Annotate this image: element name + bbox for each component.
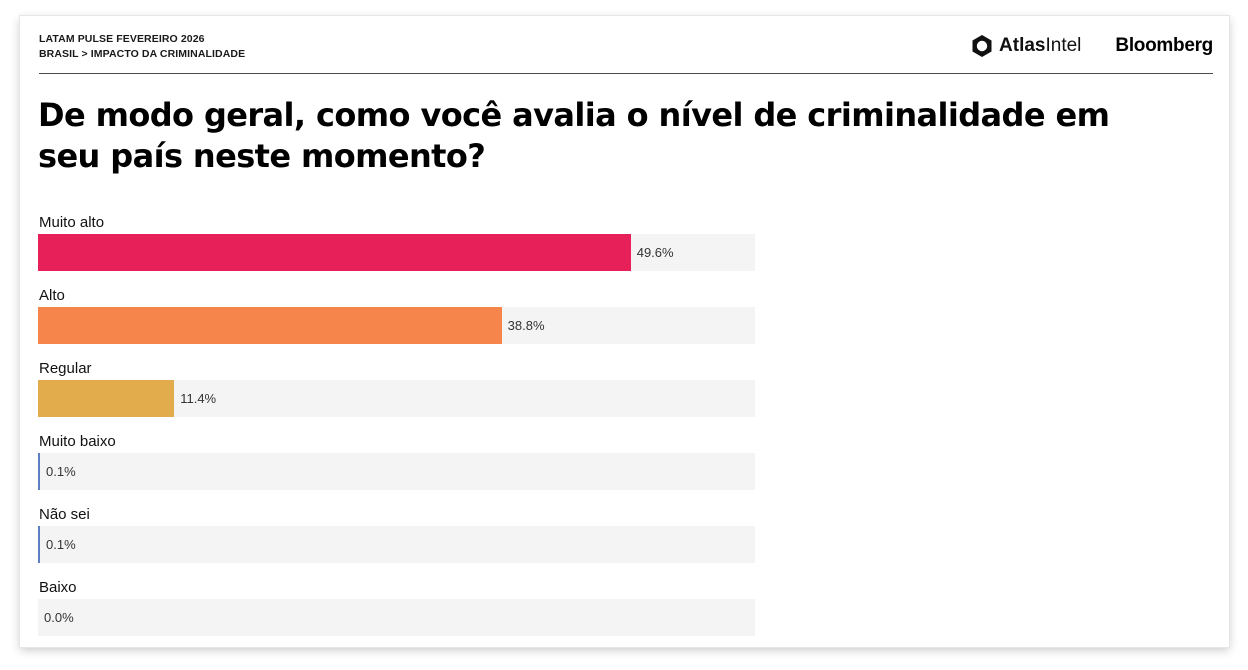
bar	[38, 307, 502, 344]
atlasintel-logo-bold: Atlas	[999, 35, 1046, 56]
bar-track: 0.1%	[38, 526, 755, 563]
bloomberg-logo: Bloomberg	[1115, 35, 1213, 56]
bar-track: 49.6%	[38, 234, 755, 271]
header-divider	[39, 73, 1213, 74]
bar-track: 0.0%	[38, 599, 755, 636]
logos: Atlas Intel Bloomberg	[970, 34, 1213, 58]
survey-kicker: LATAM PULSE FEVEREIRO 2026	[39, 33, 205, 45]
bar-row: Muito baixo 0.1%	[38, 428, 756, 501]
chart-card: LATAM PULSE FEVEREIRO 2026 BRASIL > IMPA…	[20, 16, 1229, 647]
category-label: Muito alto	[39, 214, 105, 231]
bar-row: Baixo 0.0%	[38, 574, 756, 647]
atlasintel-logo-icon	[972, 35, 992, 57]
bar-row: Alto 38.8%	[38, 282, 756, 355]
data-label: 38.8%	[507, 318, 545, 333]
bar-track: 0.1%	[38, 453, 755, 490]
data-label: 11.4%	[180, 391, 217, 406]
data-label: 0.0%	[44, 610, 74, 625]
category-label: Não sei	[39, 506, 90, 523]
bar	[38, 526, 40, 563]
category-label: Alto	[39, 287, 65, 304]
category-label: Regular	[39, 360, 92, 377]
bar-row: Regular 11.4%	[38, 355, 756, 428]
bar-row: Muito alto 49.6%	[38, 209, 756, 282]
data-label: 49.6%	[636, 245, 674, 260]
breadcrumb: BRASIL > IMPACTO DA CRIMINALIDADE	[39, 48, 246, 60]
atlasintel-logo-light: Intel	[1045, 35, 1082, 56]
bar	[38, 453, 40, 490]
data-label: 0.1%	[46, 464, 76, 479]
category-label: Baixo	[39, 579, 77, 596]
atlasintel-logo: Atlas Intel	[970, 34, 1081, 58]
bar-row: Não sei 0.1%	[38, 501, 756, 574]
chart-title: De modo geral, como você avalia o nível …	[38, 96, 1110, 175]
bar-track: 38.8%	[38, 307, 755, 344]
data-label: 0.1%	[46, 537, 76, 552]
bar-chart: Muito alto 49.6% Alto 38.8% Regular 11.4% Muit…	[38, 209, 756, 647]
bar	[38, 234, 631, 271]
bar-track: 11.4%	[38, 380, 755, 417]
bar	[38, 380, 175, 417]
category-label: Muito baixo	[39, 433, 116, 450]
